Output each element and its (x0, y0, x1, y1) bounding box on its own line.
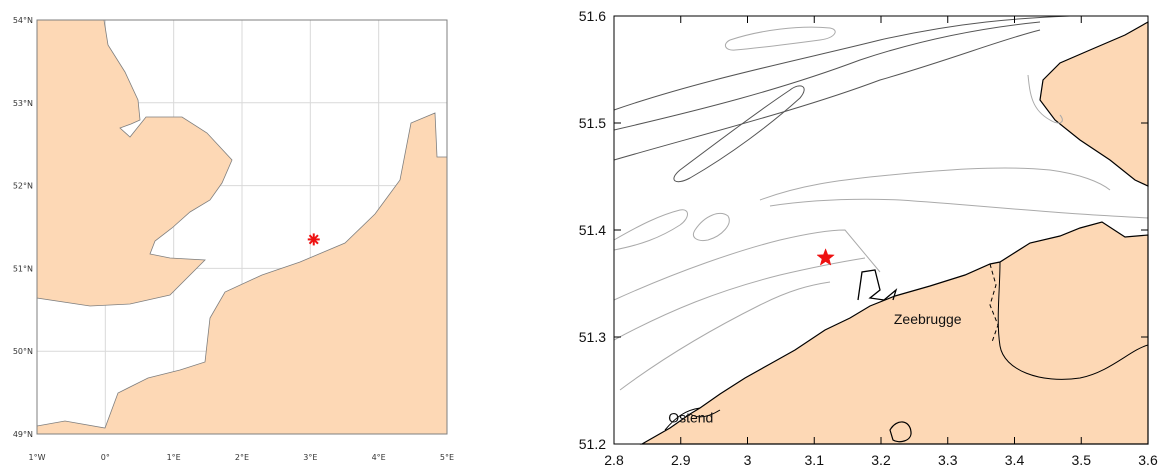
depth-contour (673, 85, 805, 183)
right-land-layer (639, 20, 1149, 445)
y-tick-label: 51.6 (579, 8, 606, 24)
x-tick-label: 3.3 (938, 452, 958, 468)
latitude-label: 49°N (13, 430, 33, 439)
latitude-label: 53°N (13, 99, 33, 108)
depth-contour (693, 213, 730, 241)
x-tick-label: 2.8 (604, 452, 624, 468)
depth-contour (613, 257, 866, 341)
x-tick-label: 3.1 (805, 452, 825, 468)
x-tick-label: 3 (744, 452, 752, 468)
depth-contour (724, 26, 836, 51)
latitude-label: 51°N (13, 264, 33, 273)
depth-contour (613, 21, 1041, 131)
right-tick-marks (613, 15, 1149, 445)
latitude-label: 52°N (13, 182, 33, 191)
site-marker-asterisk (307, 233, 320, 246)
y-tick-label: 51.4 (579, 222, 606, 238)
belgian-coast-landmass (639, 221, 1149, 445)
longitude-label: 1°E (167, 453, 181, 462)
continental-europe-landmass (36, 112, 448, 435)
depth-contour (613, 15, 1071, 111)
left-map-frame (36, 19, 448, 435)
walcheren-landmass (1039, 20, 1149, 187)
x-tick-label: 3.4 (1005, 452, 1025, 468)
great-britain-landmass (36, 19, 233, 307)
left-latitude-labels: 49°N 50°N 51°N 52°N 53°N 54°N (13, 16, 33, 439)
place-label-zeebrugge: Zeebrugge (894, 311, 962, 327)
depth-contour (619, 281, 831, 391)
x-tick-label: 3.2 (871, 452, 891, 468)
bathymetry-contours (613, 15, 1149, 391)
depth-contour (613, 209, 688, 251)
border-line (997, 261, 1149, 380)
canal-line (989, 263, 999, 343)
longitude-label: 2°E (235, 453, 249, 462)
star-shape (816, 248, 835, 266)
latitude-label: 54°N (13, 16, 33, 25)
depth-contour (613, 29, 1041, 161)
place-label-ostend: Ostend (668, 410, 713, 426)
longitude-label: 1°W (29, 453, 46, 462)
zeebrugge-harbour-dam (857, 269, 898, 301)
y-tick-label: 51.3 (579, 329, 606, 345)
x-tick-label: 3.6 (1138, 452, 1158, 468)
asterisk-stroke (308, 234, 319, 245)
depth-contour (769, 198, 1149, 219)
depth-contour (613, 229, 881, 301)
ostend-harbour-detail (664, 407, 721, 431)
regional-map: 1°W 0° 1°E 2°E 3°E 4°E 5°E 49°N 50°N 51°N 52°N 53°… (13, 16, 454, 462)
right-x-tick-labels: 2.8 2.9 3 3.1 3.2 3.3 3.4 3.5 3.6 (604, 452, 1158, 468)
depth-contour (759, 167, 1111, 201)
inland-lake (889, 421, 912, 443)
longitude-label: 3°E (303, 453, 317, 462)
x-tick-label: 3.5 (1072, 452, 1092, 468)
longitude-label: 0° (101, 453, 110, 462)
y-tick-label: 51.5 (579, 115, 606, 131)
x-tick-label: 2.9 (671, 452, 691, 468)
depth-contour (1027, 74, 1063, 124)
latitude-label: 50°N (13, 347, 33, 356)
left-land-layer (36, 19, 448, 435)
right-y-tick-labels: 51.2 51.3 51.4 51.5 51.6 (579, 8, 606, 452)
longitude-label: 4°E (372, 453, 386, 462)
left-longitude-labels: 1°W 0° 1°E 2°E 3°E 4°E 5°E (29, 453, 455, 462)
longitude-label: 5°E (440, 453, 454, 462)
site-marker-star (816, 248, 835, 266)
y-tick-label: 51.2 (579, 436, 606, 452)
